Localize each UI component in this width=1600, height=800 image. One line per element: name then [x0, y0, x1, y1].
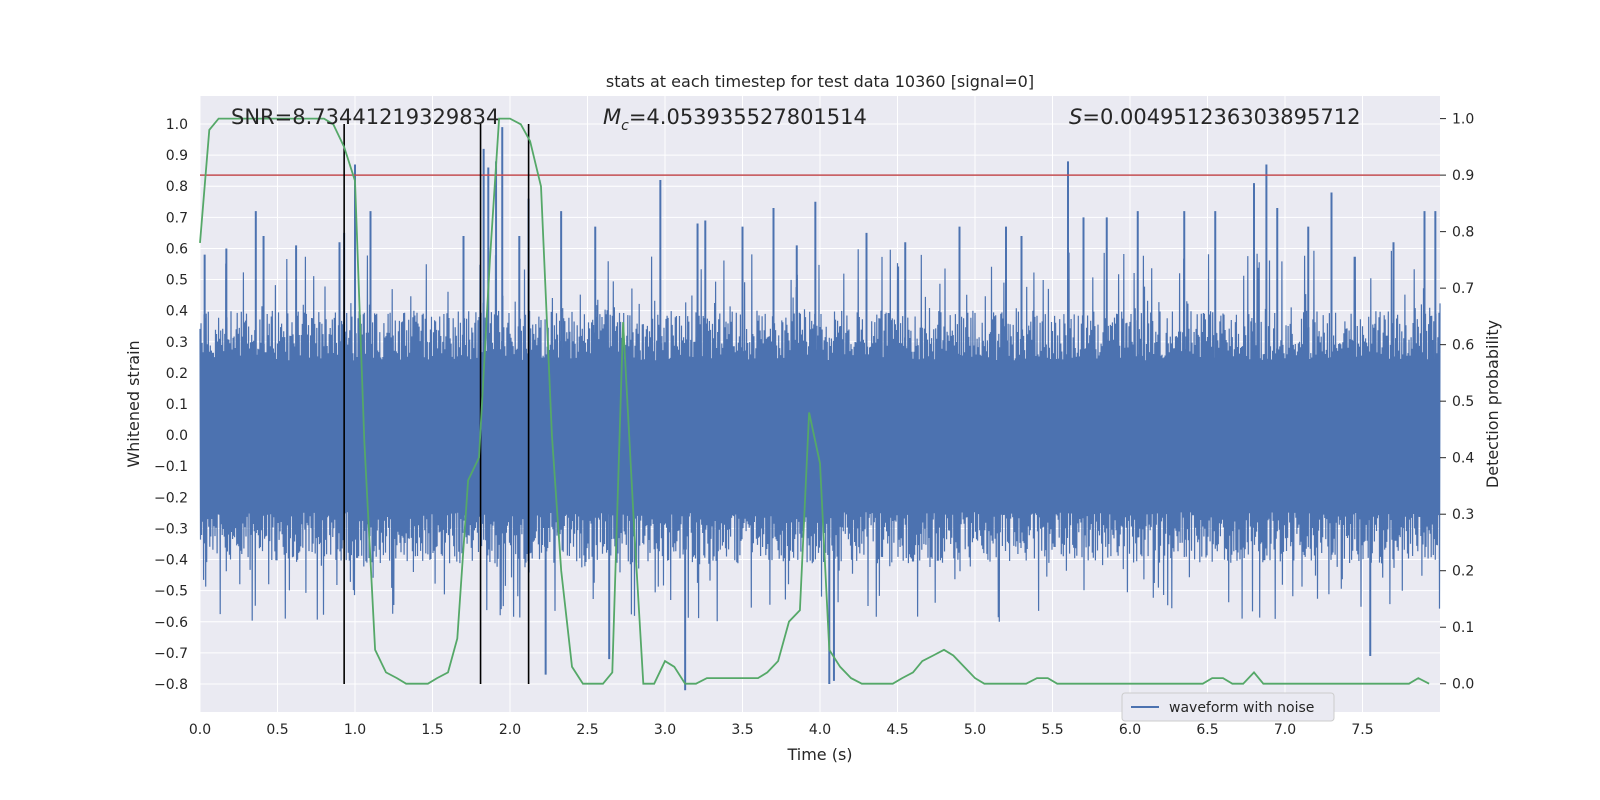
y-tick-label: 0.8: [166, 179, 188, 195]
snr-annotation: SNR=8.73441219329834: [231, 105, 499, 129]
mc-subscript: c: [621, 118, 629, 134]
x-tick-label: 3.0: [654, 722, 676, 738]
y-tick-label: −0.1: [154, 459, 188, 475]
mc-annotation: Mc=4.053935527801514: [603, 105, 867, 134]
y-axis-left-label: Whitened strain: [124, 340, 143, 467]
y-axis-right-label: Detection probability: [1483, 320, 1502, 488]
y-right-tick-label: 0.8: [1452, 225, 1474, 241]
y-tick-label: −0.3: [154, 521, 188, 537]
y-right-tick-label: 0.3: [1452, 507, 1474, 523]
x-axis-label: Time (s): [786, 745, 852, 764]
s-annotation: S=0.004951236303895712: [1069, 105, 1360, 129]
y-tick-label: 0.5: [166, 273, 188, 289]
y-right-tick-label: 0.2: [1452, 564, 1474, 580]
y-tick-label: −0.2: [154, 490, 188, 506]
x-tick-label: 1.0: [344, 722, 366, 738]
y-tick-label: 0.9: [166, 148, 188, 164]
y-tick-label: 0.4: [166, 304, 188, 320]
x-tick-label: 5.0: [964, 722, 986, 738]
y-axis-left-ticks: 1.0 0.9 0.8 0.7 0.6 0.5 0.4 0.3 0.2 0.1 0.0 −0.1 −0.…: [154, 117, 188, 693]
x-tick-label: 2.5: [576, 722, 598, 738]
legend: waveform with noise: [1121, 692, 1335, 722]
y-right-tick-label: 0.0: [1452, 677, 1474, 693]
x-tick-label: 2.0: [499, 722, 521, 738]
x-tick-label: 6.0: [1119, 722, 1141, 738]
mc-value: =4.053935527801514: [629, 105, 867, 129]
x-tick-label: 7.5: [1351, 722, 1373, 738]
y-tick-label: 0.1: [166, 397, 188, 413]
y-right-tick-label: 0.9: [1452, 168, 1474, 184]
y-right-tick-label: 1.0: [1452, 112, 1474, 128]
y-tick-label: 0.0: [166, 428, 188, 444]
legend-label: waveform with noise: [1169, 700, 1314, 716]
probability-series: [199, 117, 1430, 685]
y-tick-label: −0.6: [154, 615, 188, 631]
x-tick-label: 0.0: [189, 722, 211, 738]
y-tick-label: −0.5: [154, 584, 188, 600]
x-tick-label: 1.5: [421, 722, 443, 738]
mc-prefix: M: [603, 105, 621, 129]
y-tick-label: −0.4: [154, 553, 188, 569]
x-tick-label: 5.5: [1041, 722, 1063, 738]
y-tick-label: 0.3: [166, 335, 188, 351]
x-tick-label: 3.5: [731, 722, 753, 738]
marker-lines: [343, 124, 530, 684]
y-tick-label: 0.2: [166, 366, 188, 382]
s-prefix: S: [1069, 105, 1082, 129]
waveform-trace: [199, 249, 1441, 622]
y-right-tick-label: 0.4: [1452, 451, 1474, 467]
legend-box: [1121, 692, 1335, 722]
chart-title: stats at each timestep for test data 103…: [606, 72, 1034, 91]
y-right-tick-label: 0.6: [1452, 338, 1474, 354]
y-tick-label: −0.7: [154, 646, 188, 662]
y-right-tick-label: 0.1: [1452, 620, 1474, 636]
x-tick-label: 7.0: [1274, 722, 1296, 738]
x-tick-label: 6.5: [1196, 722, 1218, 738]
y-tick-label: 0.7: [166, 210, 188, 226]
y-axis-right-ticks: 1.0 0.9 0.8 0.7 0.6 0.5 0.4 0.3 0.2 0.1 0.0: [1440, 112, 1474, 693]
x-tick-label: 4.5: [886, 722, 908, 738]
x-tick-label: 4.0: [809, 722, 831, 738]
y-tick-label: −0.8: [154, 677, 188, 693]
x-tick-label: 0.5: [266, 722, 288, 738]
y-right-tick-label: 0.5: [1452, 394, 1474, 410]
y-tick-label: 0.6: [166, 241, 188, 257]
x-axis-ticks: 0.0 0.5 1.0 1.5 2.0 2.5 3.0 3.5 4.0 4.5 5.0 5.5 6.0 6…: [189, 722, 1374, 738]
y-tick-label: 1.0: [166, 117, 188, 133]
y-right-tick-label: 0.7: [1452, 281, 1474, 297]
probability-line: [199, 117, 1430, 685]
s-value: =0.004951236303895712: [1082, 105, 1360, 129]
